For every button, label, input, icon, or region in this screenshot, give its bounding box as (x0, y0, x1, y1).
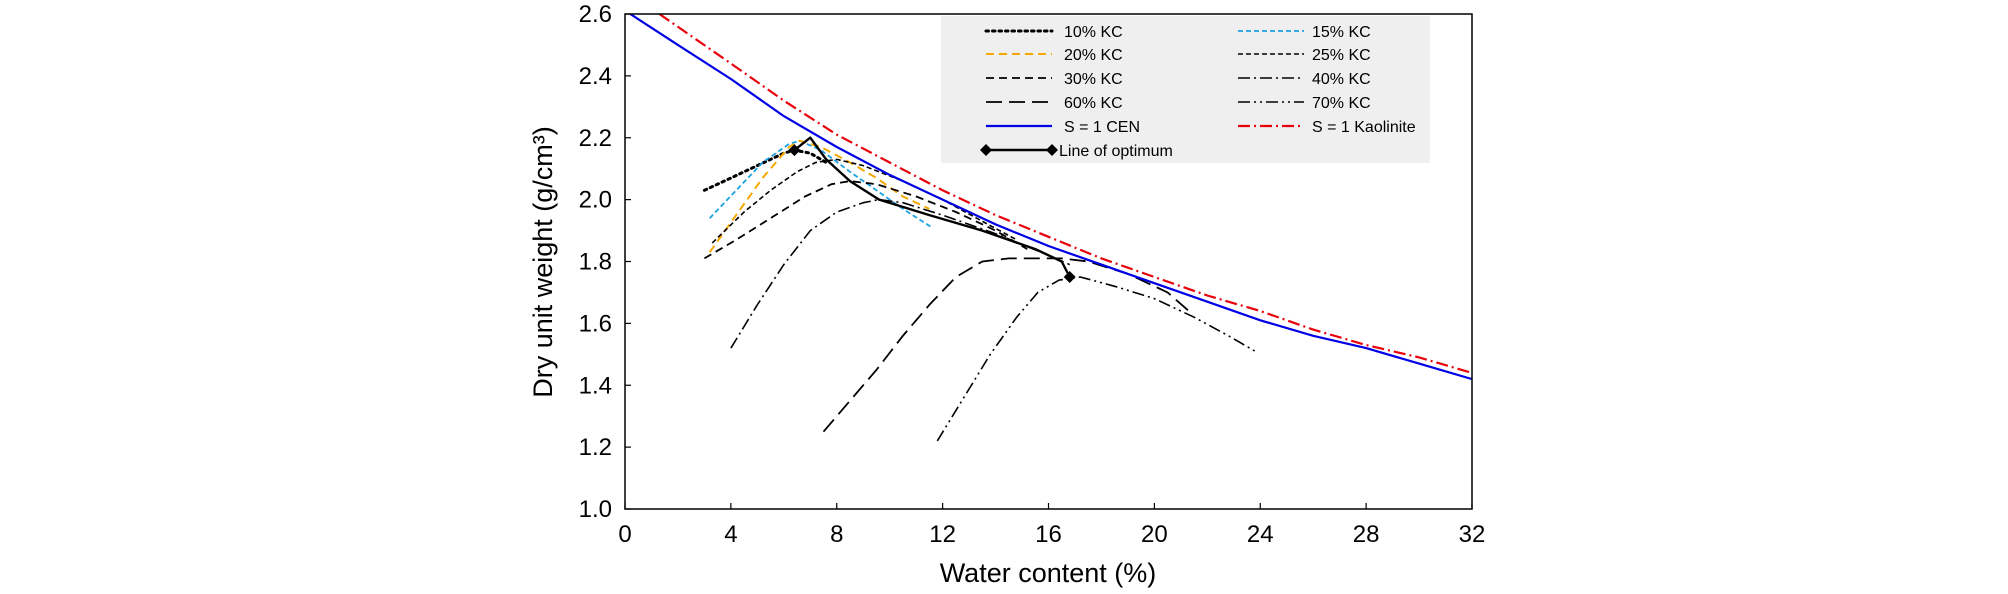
y-tick-label: 2.2 (579, 125, 612, 152)
legend-label: 20% KC (1064, 47, 1123, 64)
x-tick-label: 28 (1353, 521, 1380, 548)
legend-item-15-kc: 15% KC (1238, 24, 1371, 41)
legend-background (941, 16, 1430, 163)
legend-label: 60% KC (1064, 95, 1123, 112)
legend-label: S = 1 CEN (1064, 119, 1140, 136)
series-line-20-kc (708, 139, 930, 253)
x-tick-label: 20 (1141, 521, 1168, 548)
series-line-15-kc (709, 139, 933, 229)
legend-label: 40% KC (1312, 71, 1371, 88)
optimum-marker-end (1063, 270, 1076, 283)
x-tick-label: 0 (618, 521, 631, 548)
legend-label: S = 1 Kaolinite (1312, 119, 1416, 136)
legend-box-layer (941, 16, 1430, 163)
series-line-25-kc (711, 158, 1018, 244)
legend-item-s-1-cen: S = 1 CEN (986, 119, 1140, 136)
x-tick-label: 24 (1247, 521, 1274, 548)
series-line-40-kc (730, 198, 1071, 349)
x-tick-label: 16 (1035, 521, 1062, 548)
legend-label: Line of optimum (1059, 143, 1173, 160)
y-tick-label: 1.8 (579, 249, 612, 276)
x-tick-label: 4 (724, 521, 737, 548)
series-line-70-kc (936, 276, 1256, 442)
series-line-s-1-kaolinite (658, 14, 1472, 374)
y-tick-label: 2.6 (579, 1, 612, 28)
y-tick-label: 1.6 (579, 310, 612, 337)
legend-label: 25% KC (1312, 47, 1371, 64)
legend-item-70-kc: 70% KC (1238, 95, 1371, 112)
legend: 10% KC 15% KC 20% KC 25% KC 30% KC 40% KC 60% … (980, 24, 1416, 160)
legend-label: 15% KC (1312, 24, 1371, 41)
legend-item-10-kc: 10% KC (984, 24, 1123, 41)
x-tick-label: 12 (929, 521, 956, 548)
legend-item-60-kc: 60% KC (986, 95, 1123, 112)
series-line-line-of-optimum (793, 136, 1071, 278)
legend-label: 30% KC (1064, 71, 1123, 88)
series-line-30-kc (703, 180, 1028, 260)
series-line-s-1-cen (629, 14, 1472, 381)
legend-item-line-of-optimum: Line of optimum (980, 143, 1173, 160)
legend-item-20-kc: 20% KC (986, 47, 1123, 64)
y-tick-label: 2.4 (579, 63, 612, 90)
x-axis-title: Water content (%) (940, 558, 1157, 588)
legend-item-30-kc: 30% KC (986, 71, 1123, 88)
legend-item-s-1-kaolinite: S = 1 Kaolinite (1238, 119, 1416, 136)
legend-marker-end (1046, 144, 1058, 156)
x-tick-label: 32 (1459, 521, 1486, 548)
y-tick-label: 2.0 (579, 187, 612, 214)
y-axis: 1.0 1.2 1.4 1.6 1.8 2.0 2.2 2.4 2.6 (579, 1, 631, 523)
x-tick-label: 8 (830, 521, 843, 548)
series-line-60-kc (822, 257, 1190, 433)
legend-label: 70% KC (1312, 95, 1371, 112)
legend-marker-start (980, 144, 992, 156)
x-axis: 0 4 8 12 16 20 24 28 32 (618, 503, 1485, 548)
legend-item-40-kc: 40% KC (1238, 71, 1371, 88)
y-tick-label: 1.4 (579, 372, 612, 399)
legend-label: 10% KC (1064, 24, 1123, 41)
series-layer (629, 14, 1472, 442)
y-tick-label: 1.0 (579, 496, 612, 523)
legend-item-25-kc: 25% KC (1238, 47, 1371, 64)
series-line-10-kc (702, 148, 828, 192)
optimum-marker-start (788, 144, 801, 157)
y-tick-label: 1.2 (579, 434, 612, 461)
y-axis-title: Dry unit weight (g/cm³) (528, 126, 558, 398)
